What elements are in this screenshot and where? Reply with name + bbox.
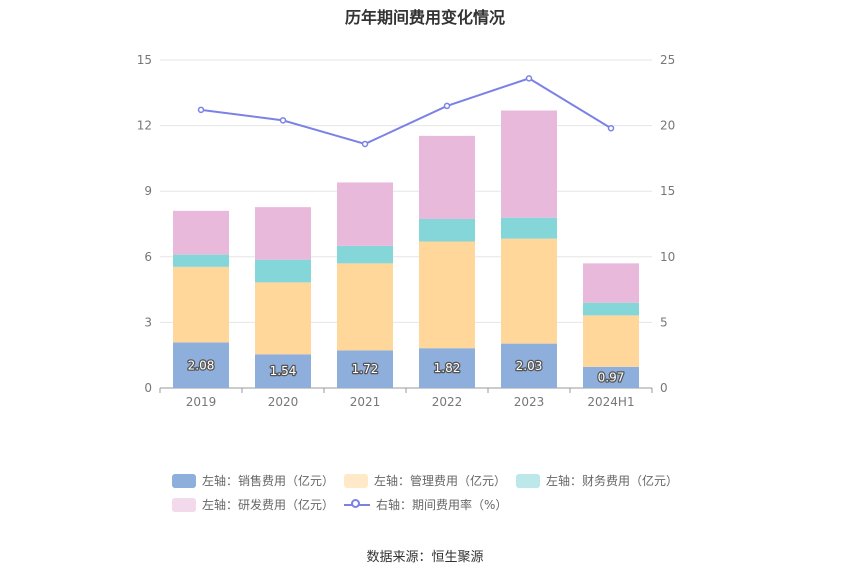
bar-segment	[173, 210, 229, 255]
left-axis-tick-label: 9	[144, 184, 152, 198]
bar-segment	[501, 238, 557, 344]
x-axis-tick-label: 2023	[514, 395, 545, 409]
left-axis-tick-label: 3	[144, 315, 152, 329]
legend-swatch	[172, 473, 196, 488]
rate-point	[279, 117, 287, 124]
x-axis-tick-label: 2024H1	[587, 395, 634, 409]
bar-segment	[583, 302, 639, 316]
bar-segment	[419, 218, 475, 242]
legend-swatch	[172, 497, 196, 512]
rate-point	[443, 102, 451, 110]
bar-segment	[173, 254, 229, 267]
bar-segment	[337, 263, 393, 351]
bar-data-label: 2.08	[188, 358, 215, 372]
bar-segment	[255, 207, 311, 260]
chart-title: 历年期间费用变化情况	[344, 8, 505, 27]
right-axis-tick-label: 20	[660, 119, 675, 133]
bar-segment	[419, 241, 475, 349]
bar-segment	[419, 348, 475, 388]
data-source-note: 数据来源：恒生聚源	[366, 550, 484, 565]
bar-segment	[255, 282, 311, 355]
bar-data-label: 1.72	[352, 362, 379, 376]
bar-segment	[583, 366, 639, 388]
rate-point	[607, 124, 615, 132]
legend-item[interactable]: 右轴：期间费用率（%）	[344, 496, 507, 513]
bar-data-label: 1.82	[434, 361, 461, 375]
bar-data-label: 0.97	[598, 370, 625, 384]
bar-segment	[337, 182, 393, 246]
left-axis-tick-label: 15	[137, 53, 152, 67]
bar-segment	[337, 245, 393, 264]
bar-segment	[255, 259, 311, 283]
right-axis-tick-label: 10	[660, 250, 675, 264]
legend-label: 左轴：财务费用（亿元）	[546, 474, 679, 488]
bar-segment	[337, 350, 393, 388]
legend-item[interactable]: 左轴：销售费用（亿元）	[172, 472, 334, 489]
right-axis-tick-label: 25	[660, 53, 675, 67]
bar-data-label: 1.54	[270, 364, 297, 378]
rate-line	[200, 77, 612, 146]
legend-item[interactable]: 左轴：管理费用（亿元）	[344, 472, 506, 489]
left-axis-tick-label: 0	[144, 381, 152, 395]
bar-segment	[173, 342, 229, 388]
legend-item[interactable]: 左轴：财务费用（亿元）	[516, 472, 678, 489]
legend-swatch	[516, 473, 540, 488]
chart-plot: 0 3 6 9 12 15 0 5 10 15 20 25 2019 2.08 2020 1.54 2021 1.…	[137, 53, 676, 409]
bar-segment	[173, 266, 229, 343]
legend-label: 左轴：研发费用（亿元）	[202, 498, 335, 512]
x-axis-tick-label: 2020	[268, 395, 299, 409]
bar-segment	[501, 110, 557, 218]
legend-item[interactable]: 左轴：研发费用（亿元）	[172, 496, 334, 513]
x-axis-tick-label: 2021	[350, 395, 381, 409]
bar-segment	[419, 135, 475, 219]
rate-point	[197, 106, 205, 114]
x-axis-tick-label: 2019	[186, 395, 217, 409]
right-axis-tick-label: 0	[660, 381, 668, 395]
left-axis-tick-label: 12	[137, 119, 152, 133]
left-axis-tick-label: 6	[144, 250, 152, 264]
bar-segment	[255, 354, 311, 388]
rate-point	[361, 140, 369, 148]
legend-label: 右轴：期间费用率（%）	[376, 498, 508, 512]
x-axis-tick-label: 2022	[432, 395, 463, 409]
rate-point	[525, 75, 533, 82]
legend-label: 左轴：销售费用（亿元）	[202, 474, 335, 488]
legend-swatch	[344, 498, 370, 512]
legend-swatch	[344, 473, 368, 488]
right-axis-tick-label: 5	[660, 315, 668, 329]
right-axis-tick-label: 15	[660, 184, 675, 198]
bar-segment	[501, 343, 557, 388]
legend-label: 左轴：管理费用（亿元）	[374, 474, 507, 488]
bar-segment	[583, 315, 639, 367]
bar-data-label: 2.03	[516, 359, 543, 373]
bar-segment	[583, 263, 639, 303]
bar-segment	[501, 217, 557, 239]
